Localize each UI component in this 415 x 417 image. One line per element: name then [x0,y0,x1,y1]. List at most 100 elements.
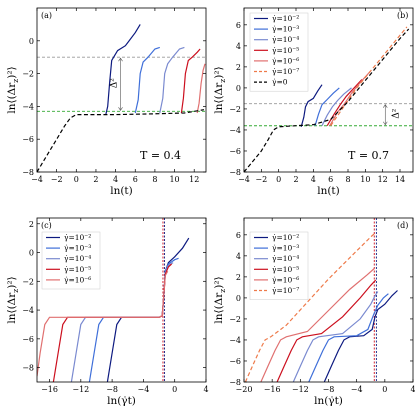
series-line-2 [159,46,185,114]
x-tick-label: 4 [203,385,208,394]
y-tick-label: −8 [22,168,34,177]
gap-arrow-head [383,121,388,126]
y-tick-label: 0 [236,84,241,93]
x-tick-label: −4 [351,385,363,394]
x-tick-label: 12 [189,175,199,184]
series-line-1 [314,87,340,126]
legend-entry: γ̇=10⁻³ [64,244,91,253]
x-tick-label: 4 [410,385,415,394]
x-tick-label: 2 [93,175,98,184]
y-tick-label: 2 [29,220,34,229]
temperature-label: T = 0.7 [348,149,389,162]
series-line-6 [244,28,410,172]
x-axis-label: ln(γ̇t) [314,394,343,407]
y-tick-label: −8 [229,378,241,387]
legend-entry: γ̇=10⁻⁶ [64,275,91,284]
x-tick-label: −20 [236,385,253,394]
panel-c: −16 −12 −8 −4 0 4 −8 −6 −4 −2 0 2 ln(γ̇t) ln⟨(Δrz)²⟩ (… [6,217,209,407]
legend-entry: γ̇=10⁻² [272,233,299,242]
legend-box [249,12,309,92]
y-tick-label: −4 [22,102,34,111]
x-tick-label: 10 [360,175,370,184]
x-tick-label: −12 [292,385,309,394]
x-tick-label: −2 [51,175,63,184]
x-tick-label: −4 [238,175,250,184]
legend-entry: γ̇=10⁻⁴ [272,254,299,263]
series-line-4 [260,268,375,382]
legend-entry: γ̇=10⁻³ [272,244,299,253]
y-tick-label: −6 [229,147,241,156]
series-line-0 [105,24,141,115]
series-line-5 [330,26,408,127]
series-line-0 [323,290,398,382]
y-tick-label: −2 [229,315,241,324]
series-line-1 [308,293,389,382]
y-tick-label: 0 [29,249,34,258]
series-line-5 [244,233,375,382]
series-line-1 [134,46,160,114]
y-tick-label: −6 [229,357,241,366]
series-line-2 [292,291,379,382]
legend-entry: γ̇=10⁻² [64,233,91,242]
y-tick-label: −4 [22,306,34,315]
x-tick-label: 6 [328,175,333,184]
gap-arrow-head [118,57,123,62]
legend-box [249,231,309,300]
panel-d: −20 −16 −12 −8 −4 0 4−8−6−4−20246ln(γ̇t)ln⟨(Δr… [213,217,415,407]
x-tick-label: 8 [152,175,157,184]
series-line-5 [37,109,205,172]
legend-entry: γ̇=10⁻⁵ [272,46,299,55]
series-line-2 [321,87,352,126]
x-tick-label: 14 [395,175,405,184]
legend-entry: γ̇=10⁻⁵ [64,265,91,274]
y-tick-label: −8 [229,168,241,177]
y-tick-label: 6 [236,21,241,30]
panel-label: (a) [41,11,52,20]
y-tick-label: −2 [229,105,241,114]
series-line-3 [326,79,363,127]
series-group [37,24,206,172]
x-tick-label: 0 [74,175,79,184]
x-tick-label: 0 [172,385,177,394]
x-tick-label: −8 [106,385,118,394]
gap-label: Δ² [110,78,120,88]
series-group [244,233,398,382]
legend-entry: γ̇=10⁻⁶ [272,56,299,65]
gap-arrow-head [118,107,123,111]
x-tick-label: −16 [41,385,58,394]
legend-entry: γ̇=10⁻⁷ [272,286,299,295]
y-tick-label: 6 [236,231,241,240]
series-line-4 [37,270,169,377]
panel-label: (c) [41,221,52,230]
y-tick-label: −6 [22,335,34,344]
legend: γ̇=10⁻² γ̇=10⁻³γ̇=10⁻⁴ γ̇=10⁻⁵γ̇=10⁻⁶ γ̇=10… [249,12,309,92]
y-tick-label: 2 [236,63,241,72]
x-tick-label: 4 [113,175,118,184]
x-axis-label: ln(γ̇t) [107,394,136,407]
y-tick-label: 0 [236,294,241,303]
panel-label: (d) [397,221,408,230]
y-tick-label: −2 [22,277,34,286]
x-axis-label: ln(t) [110,185,133,197]
x-tick-label: −2 [255,175,267,184]
y-axis-label: ln⟨(Δrz)²⟩ [6,276,20,323]
series-line-0 [106,237,190,382]
x-tick-label: 2 [293,175,298,184]
series-line-3 [180,48,201,114]
legend-entry: γ̇=10⁻² [272,14,299,23]
x-axis-label: ln(t) [317,185,340,197]
legend-entry: γ̇=10⁻⁴ [272,35,299,44]
legend-entry: γ̇=10⁻³ [272,25,299,34]
y-tick-label: 4 [236,252,241,261]
x-tick-label: −4 [138,385,150,394]
series-line-3 [276,279,377,382]
gap-label: Δ² [391,108,401,118]
y-tick-label: −6 [22,135,34,144]
x-tick-label: 6 [133,175,138,184]
legend-entry: γ̇=10⁻⁴ [64,254,91,263]
legend-entry: γ̇=10⁻⁵ [272,265,299,274]
y-tick-label: −8 [22,364,34,373]
y-tick-label: 2 [236,273,241,282]
panel-a: −4 −2 0 2 4 6 8 10 12 −8 −6 −4 −2 0 ln(t) ln⟨(Δrz)²⟩ (a)… [6,7,207,197]
